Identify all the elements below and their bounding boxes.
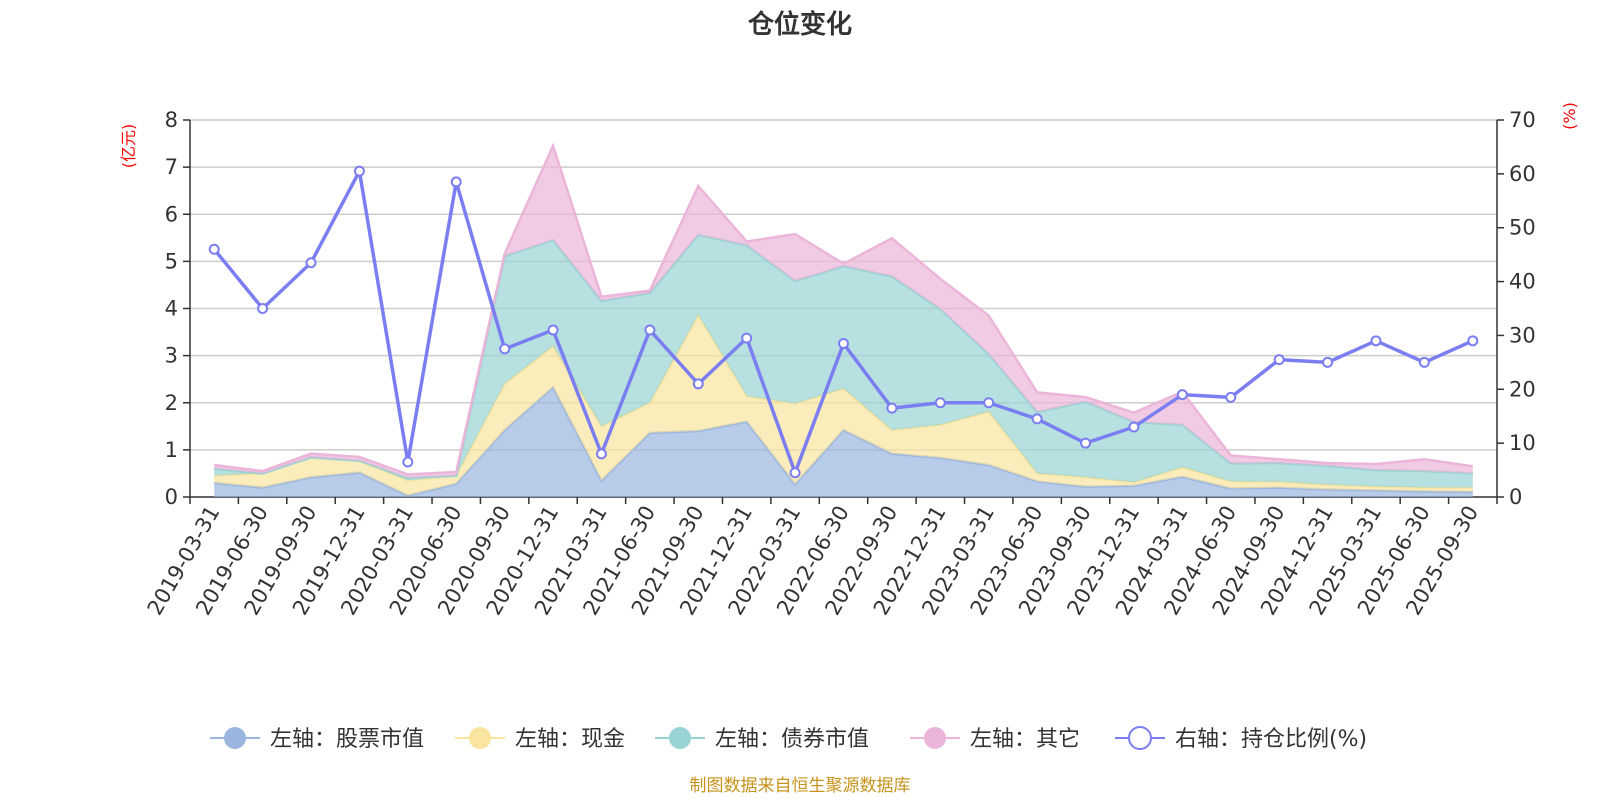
- ratio-line: [208, 165, 1479, 479]
- ratio-point: [208, 243, 220, 255]
- ratio-point: [1080, 437, 1092, 449]
- ratio-point: [450, 176, 462, 188]
- ratio-point: [741, 332, 753, 344]
- legend-label: 左轴：其它: [970, 727, 1080, 752]
- ratio-point: [1418, 356, 1430, 368]
- right-tick-label: 30: [1509, 323, 1536, 347]
- ratio-point: [305, 257, 317, 269]
- ratio-point: [257, 303, 269, 314]
- ratio-point: [1322, 356, 1334, 368]
- left-axis-unit: (亿元): [119, 124, 138, 169]
- ratio-point: [402, 456, 414, 468]
- legend: 左轴：股票市值 左轴：现金 左轴：债券市值 左轴：其它 右轴：持仓比例(%): [210, 726, 1367, 752]
- left-tick-label: 1: [165, 438, 178, 462]
- right-tick-label: 70: [1509, 108, 1536, 132]
- ratio-point: [1031, 413, 1043, 425]
- left-tick-label: 4: [165, 297, 178, 321]
- ratio-point: [353, 165, 365, 177]
- right-axis-unit: (%): [1560, 102, 1579, 130]
- area-左轴：股票市值: [214, 387, 1473, 497]
- ratio-point: [1273, 354, 1285, 366]
- area-edge-左轴：其它: [214, 142, 1473, 476]
- left-tick-label: 0: [165, 485, 178, 509]
- ratio-point: [838, 338, 849, 350]
- legend-marker: [224, 727, 246, 749]
- ratio-point: [934, 397, 946, 409]
- ratio-point: [692, 378, 704, 390]
- left-tick-label: 8: [165, 108, 178, 132]
- legend-label: 左轴：股票市值: [270, 727, 424, 752]
- right-tick-label: 60: [1509, 162, 1536, 186]
- area-左轴：其它: [214, 145, 1473, 479]
- legend-marker: [924, 727, 946, 749]
- legend-marker: [669, 727, 691, 749]
- area-series: [214, 142, 1473, 497]
- legend-label: 左轴：债券市值: [715, 727, 869, 752]
- left-tick-label: 5: [165, 249, 178, 273]
- right-tick-label: 40: [1509, 270, 1536, 294]
- chart-title: 仓位变化: [747, 9, 852, 40]
- left-tick-label: 6: [165, 202, 178, 226]
- ratio-point: [547, 324, 559, 336]
- legend-marker: [1128, 726, 1152, 750]
- ratio-point: [886, 402, 898, 414]
- right-tick-label: 0: [1509, 485, 1522, 509]
- left-tick-label: 7: [165, 155, 178, 179]
- ratio-point: [1467, 335, 1479, 347]
- ratio-point: [789, 467, 801, 479]
- legend-marker: [469, 727, 491, 749]
- ratio-point: [1176, 389, 1188, 401]
- right-tick-label: 50: [1509, 216, 1536, 240]
- right-tick-label: 20: [1509, 377, 1536, 401]
- ratio-point: [595, 448, 607, 460]
- ratio-point: [499, 343, 511, 355]
- ratio-point: [1128, 421, 1140, 433]
- legend-label: 左轴：现金: [515, 727, 625, 752]
- left-tick-label: 3: [165, 344, 178, 368]
- ratio-point: [983, 397, 995, 409]
- legend-label: 右轴：持仓比例(%): [1175, 727, 1367, 752]
- ratio-point: [644, 324, 656, 336]
- ratio-point: [1370, 335, 1382, 347]
- right-tick-label: 10: [1509, 431, 1536, 455]
- data-source: 制图数据来自恒生聚源数据库: [690, 776, 911, 796]
- ratio-point: [1225, 391, 1237, 403]
- area-左轴：现金: [214, 315, 1473, 496]
- left-tick-label: 2: [165, 391, 178, 415]
